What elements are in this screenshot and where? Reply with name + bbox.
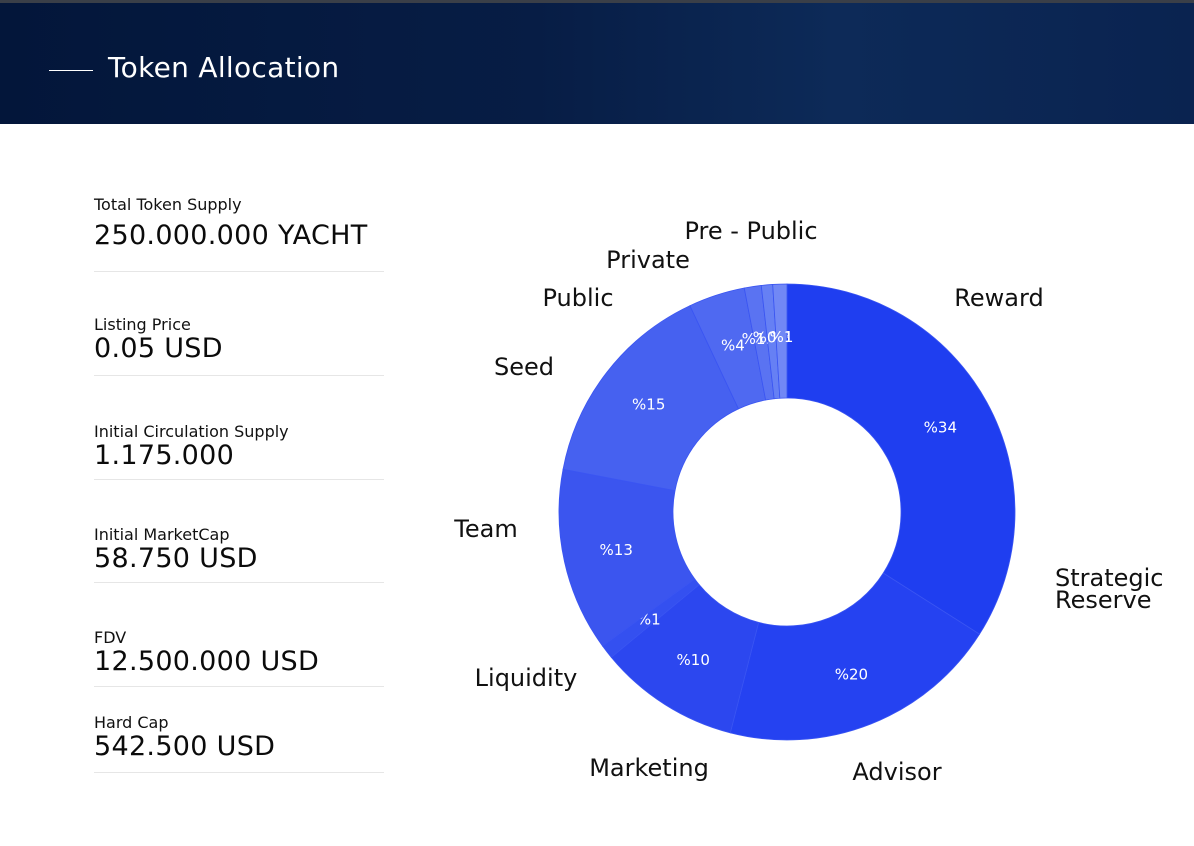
category-label: Private: [606, 246, 690, 274]
stat-fdv: FDV 12.500.000 USD: [94, 629, 384, 687]
stat-label: Initial MarketCap: [94, 525, 230, 544]
stat-listing-price: Listing Price 0.05 USD: [94, 316, 384, 376]
page-header: Token Allocation: [0, 0, 1194, 124]
stat-label: Listing Price: [94, 315, 191, 334]
slice-value-label: %1: [770, 328, 794, 346]
slice-value-label: %4: [721, 337, 745, 355]
page-title: Token Allocation: [108, 51, 340, 84]
stat-value: 250.000.000 YACHT: [94, 220, 368, 251]
stat-value: 1.175.000: [94, 440, 235, 471]
stat-initial-circulation-supply: Initial Circulation Supply 1.175.000: [94, 423, 384, 480]
category-label: Strategic Reserve: [1055, 564, 1164, 614]
stat-label: Hard Cap: [94, 713, 169, 732]
token-allocation-donut-chart: %34%20%10%1%13%15%4%1.2%0,8%1RewardStrat…: [453, 217, 1164, 786]
category-label: Seed: [494, 353, 554, 381]
slice-value-label: %13: [600, 541, 633, 559]
category-label: Pre - Public: [684, 217, 817, 245]
slice-value-label: %20: [835, 666, 868, 684]
slice-value-label: %34: [924, 419, 957, 437]
stat-value: 12.500.000 USD: [94, 646, 320, 677]
category-label: Advisor: [852, 758, 941, 786]
stat-initial-marketcap: Initial MarketCap 58.750 USD: [94, 526, 384, 583]
slice-value-label: %15: [632, 396, 665, 414]
stat-label: FDV: [94, 628, 127, 647]
category-label: Liquidity: [475, 664, 578, 692]
donut-slice-strategic-reserve: [729, 572, 981, 741]
category-label: Reward: [954, 284, 1043, 312]
donut-slice-team: [562, 305, 739, 492]
donut-slice-pre-public: [772, 283, 788, 399]
stat-label: Initial Circulation Supply: [94, 422, 289, 441]
stat-hard-cap: Hard Cap 542.500 USD: [94, 714, 384, 773]
stat-value: 542.500 USD: [94, 731, 276, 762]
stat-total-token-supply: Total Token Supply 250.000.000 YACHT: [94, 196, 384, 272]
stat-value: 58.750 USD: [94, 543, 258, 574]
category-label: Marketing: [589, 754, 709, 782]
stat-value: 0.05 USD: [94, 333, 223, 364]
category-label: Public: [542, 284, 613, 312]
stat-label: Total Token Supply: [94, 195, 242, 214]
category-label: Team: [453, 515, 517, 543]
header-decorative-line: [49, 70, 93, 71]
donut-slice-reward: [786, 283, 1016, 635]
slice-value-label: %10: [677, 651, 710, 669]
